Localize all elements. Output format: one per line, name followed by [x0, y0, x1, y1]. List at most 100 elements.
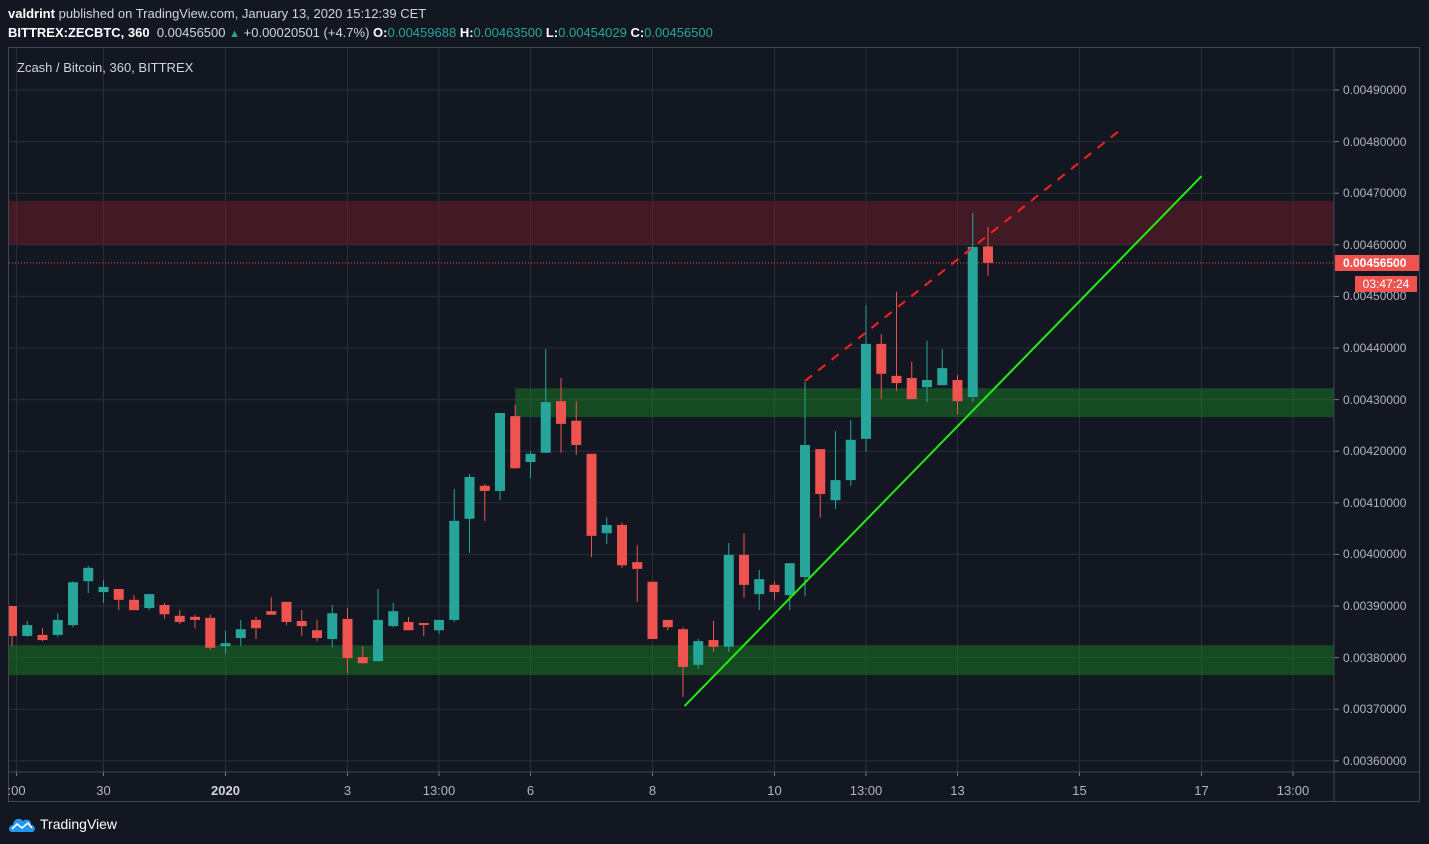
candle — [845, 420, 856, 486]
candle — [22, 620, 33, 637]
candle — [266, 597, 277, 615]
candle — [205, 614, 216, 650]
price-tick-label: 0.00400000 — [1343, 547, 1407, 562]
candle — [723, 543, 734, 652]
candle — [434, 619, 444, 634]
candle — [952, 374, 963, 415]
candle — [937, 349, 948, 386]
time-tick-label: 13 — [950, 783, 965, 798]
high-value: 0.00463500 — [473, 25, 543, 40]
symbol-info: BITTREX:ZECBTC, 360 0.00456500 ▲ +0.0002… — [8, 25, 713, 40]
candle-body — [129, 599, 139, 611]
candle — [174, 610, 185, 625]
candle — [556, 377, 566, 453]
candle-body — [586, 453, 597, 536]
candle-body — [251, 619, 261, 629]
candle — [510, 404, 521, 469]
candle-body — [174, 615, 185, 622]
candle-body — [296, 620, 307, 627]
publish-info: valdrint published on TradingView.com, J… — [8, 6, 426, 21]
price-tick-label: 0.00410000 — [1343, 495, 1407, 510]
price-tick-label: 0.00440000 — [1343, 341, 1407, 355]
candle-body — [464, 477, 475, 519]
symbol: BITTREX:ZECBTC, 360 — [8, 25, 150, 40]
candle-body — [37, 634, 48, 641]
chart-frame — [8, 47, 1420, 802]
time-tick-label: 13:00 — [1276, 783, 1310, 798]
time-tick-label: 2020 — [211, 783, 240, 798]
price-tick-label: 0.00470000 — [1343, 186, 1407, 201]
author[interactable]: valdrint — [8, 6, 55, 21]
candle — [464, 473, 475, 553]
candle-body — [235, 629, 246, 638]
candle-body — [403, 621, 414, 631]
candle — [418, 623, 429, 636]
published-text: published on TradingView.com, January 13… — [58, 6, 427, 21]
candle — [708, 620, 719, 652]
price-tick-label: 0.00460000 — [1343, 237, 1407, 252]
candle-body — [815, 449, 826, 495]
tradingview-cloud-icon — [9, 818, 35, 832]
candle — [98, 580, 109, 603]
candle-body — [479, 485, 490, 491]
low-value: 0.00454029 — [558, 25, 627, 40]
candle-body — [159, 604, 170, 615]
candle-body — [662, 619, 673, 628]
price-tick-label: 0.00430000 — [1343, 392, 1407, 407]
candle — [327, 604, 338, 648]
candle-body — [556, 401, 566, 424]
candle-body — [68, 582, 78, 626]
candle-body — [342, 618, 353, 659]
candle-body — [449, 520, 460, 620]
candle — [190, 614, 200, 629]
candle-body — [98, 586, 109, 593]
candle — [967, 212, 978, 403]
last-price-tag: 0.00456500 — [1335, 255, 1419, 271]
candle-body — [769, 584, 780, 593]
candle-body — [52, 619, 63, 635]
time-tick-label: 15 — [1072, 783, 1087, 798]
candle — [129, 595, 139, 611]
candle — [312, 619, 322, 642]
candle — [891, 291, 902, 391]
open-value: 0.00459688 — [387, 25, 457, 40]
time-tick-label: 6 — [526, 783, 535, 798]
candle-body — [617, 524, 627, 566]
candle-body — [922, 379, 932, 388]
time-tick-label: 30 — [96, 783, 111, 798]
candle — [922, 340, 932, 403]
resistance-zone — [9, 200, 1334, 245]
price-tick-label: 0.00420000 — [1343, 444, 1407, 459]
candle — [693, 639, 704, 669]
support-zone-lower — [9, 645, 1334, 676]
candle — [769, 581, 780, 600]
candle-body — [952, 379, 963, 402]
candle-body — [967, 246, 978, 398]
tradingview-logo[interactable]: TradingView — [8, 815, 117, 833]
candle — [388, 602, 399, 628]
brand-name: TradingView — [40, 816, 118, 832]
candle-body — [540, 402, 551, 453]
candle — [83, 565, 94, 594]
candle — [449, 488, 460, 622]
candle-body — [388, 611, 399, 627]
candle — [251, 616, 261, 640]
candle — [647, 581, 658, 640]
candle — [342, 608, 353, 674]
candle-body — [708, 640, 719, 647]
time-tick-label: 10 — [767, 783, 782, 798]
candle — [601, 517, 612, 545]
time-tick-label: 13:00 — [849, 783, 883, 798]
candle-body — [373, 619, 383, 662]
candle — [52, 613, 63, 637]
candle — [983, 226, 993, 276]
candle-body — [723, 554, 734, 647]
close-value: 0.00456500 — [644, 25, 713, 40]
candle-body — [845, 439, 856, 481]
candle — [739, 533, 749, 598]
candle — [113, 588, 124, 611]
last-price: 0.00456500 — [156, 25, 226, 40]
candle — [754, 569, 765, 611]
candle-body — [647, 581, 658, 640]
